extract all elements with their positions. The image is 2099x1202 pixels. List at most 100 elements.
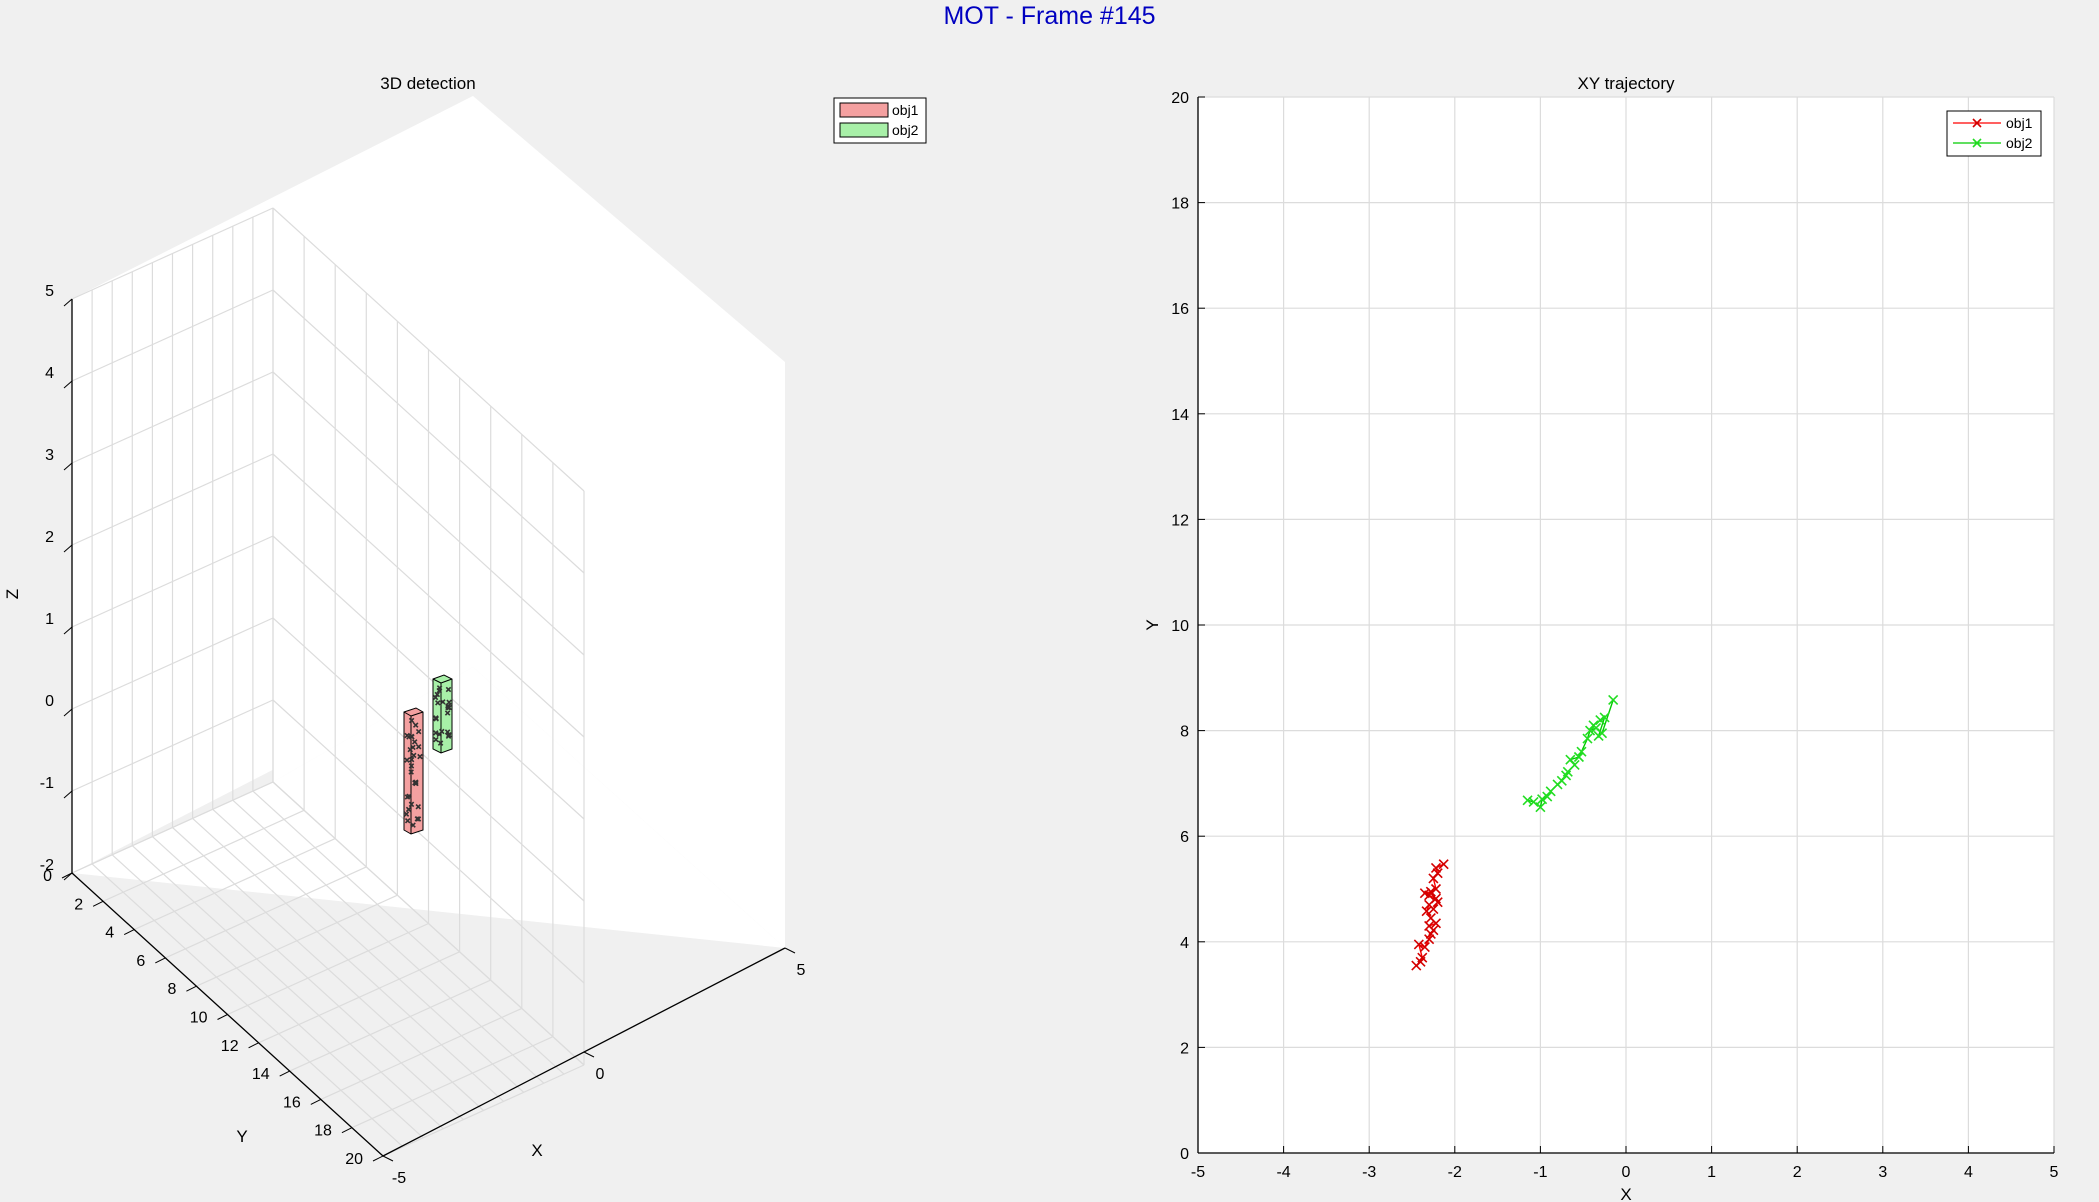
legend-x-mark-obj2 [1972,138,1982,148]
y-tick-label: 10 [190,1010,208,1027]
x-tick-label: -5 [392,1170,406,1187]
y-tick [217,1014,228,1020]
box-obj2-point [432,694,439,701]
figure-title: MOT - Frame #145 [943,2,1156,30]
point-obj1 [1430,862,1442,873]
box-obj2[interactable] [432,674,453,754]
axes-3d-detection[interactable]: 3D detection -2-101234502468101214161820… [3,74,927,1187]
x-tick-label: 0 [596,1066,605,1083]
box-obj2-point [433,730,439,736]
x-tick-label: 5 [2050,1164,2059,1181]
x-tick [382,1155,394,1162]
box-obj1-point [414,816,421,822]
point-obj2 [1522,795,1533,806]
z-tick-label: 2 [45,529,54,546]
y-tick-label: 0 [43,868,52,885]
y-tick [186,985,197,992]
box-obj1-point [415,803,422,810]
axis-xy-xlabel: X [1620,1185,1631,1202]
z-tick [63,790,73,799]
y-tick-label: 14 [252,1066,270,1083]
box-obj2-point [433,716,439,722]
z-tick-label: 5 [45,283,54,300]
point-obj1 [1425,912,1436,924]
y-tick [123,929,135,936]
y-tick-label: 8 [1180,724,1189,741]
z-tick [63,626,73,635]
legend-3d-swatch-obj2 [839,122,889,138]
box-obj1-point [408,801,415,808]
y-tick-label: 16 [1171,301,1189,318]
legend-xy-marker-obj2 [1972,138,1982,148]
y-tick-label: 14 [1171,407,1189,424]
box-obj1[interactable] [403,707,424,835]
z-tick-label: -2 [40,857,54,874]
box-obj2-point [440,699,446,705]
y-tick-label: 4 [1180,935,1189,952]
box-obj1-point [415,744,422,750]
series-obj1 [1411,859,1449,971]
point-obj1 [1419,942,1430,953]
box-obj2-edge [432,678,442,684]
point-obj1 [1425,886,1436,897]
axes-xy-title: XY trajectory [1577,74,1675,93]
x-tick-label: -4 [1276,1164,1290,1181]
x-tick-label: -3 [1362,1164,1376,1181]
y-tick [248,1042,259,1049]
legend-xy-label-obj1: obj1 [2006,115,2033,131]
y-tick-label: 10 [1171,618,1189,635]
x-tick-label: 3 [1878,1164,1887,1181]
grid-x [133,838,336,931]
y-tick-label: 8 [167,981,176,998]
box-obj2-point [444,710,451,716]
legend-xy-box [1946,110,2042,157]
wall-y [473,96,785,948]
box-obj1-point [406,793,412,800]
z-tick [63,380,73,389]
z-tick [63,462,73,471]
z-tick [63,544,73,553]
x-tick-label: 0 [1622,1164,1631,1181]
grid-x [196,894,398,987]
x-tick-label: 5 [797,962,806,979]
grid-x [351,1036,554,1129]
box-obj2-point [433,736,439,743]
box-obj1-point [408,756,415,763]
x-tick-label: 1 [1707,1164,1716,1181]
y-tick-label: 20 [345,1151,363,1168]
box-obj2-point [437,740,444,746]
legend-x-mark-obj1 [1972,118,1982,128]
box-obj1-point [406,734,412,740]
box-obj1-point [408,763,415,769]
axes-xy-trajectory[interactable]: XY trajectory -5 -4 -3 -2 -1 0 1 2 3 4 50246810121… [1143,74,2059,1202]
box-obj1-point [405,806,412,813]
legend-xy[interactable]: obj1 obj2 [1946,110,2042,157]
box-obj1-point [407,746,413,753]
box-obj1-point [404,818,411,824]
point-obj1 [1417,952,1428,963]
point-obj1 [1421,906,1432,917]
box-obj1-point [408,717,415,724]
point-obj2 [1608,694,1619,706]
box-obj2-point [445,686,452,693]
box-obj1-point [404,757,410,763]
box-obj2-point [445,704,451,711]
legend-xy-marker-obj1 [1972,118,1982,128]
z-tick-label: -1 [40,775,54,792]
legend-3d[interactable]: obj1 obj2 [833,97,927,144]
box-obj1-point [411,739,418,745]
point-obj2 [1535,802,1546,813]
x-tick-label: -2 [1448,1164,1462,1181]
y-tick [155,957,166,964]
x-tick-label: -5 [1191,1164,1205,1181]
axis-xy-ylabel: Y [1143,619,1162,630]
axis-3d-zlabel: Z [3,589,22,599]
grid-x [71,781,274,874]
y-tick-label: 2 [74,896,83,913]
point-obj1 [1424,920,1435,932]
y-tick [372,1155,384,1162]
x-tick [583,1051,595,1058]
y-tick [310,1098,322,1105]
z-tick-label: 1 [45,611,54,628]
